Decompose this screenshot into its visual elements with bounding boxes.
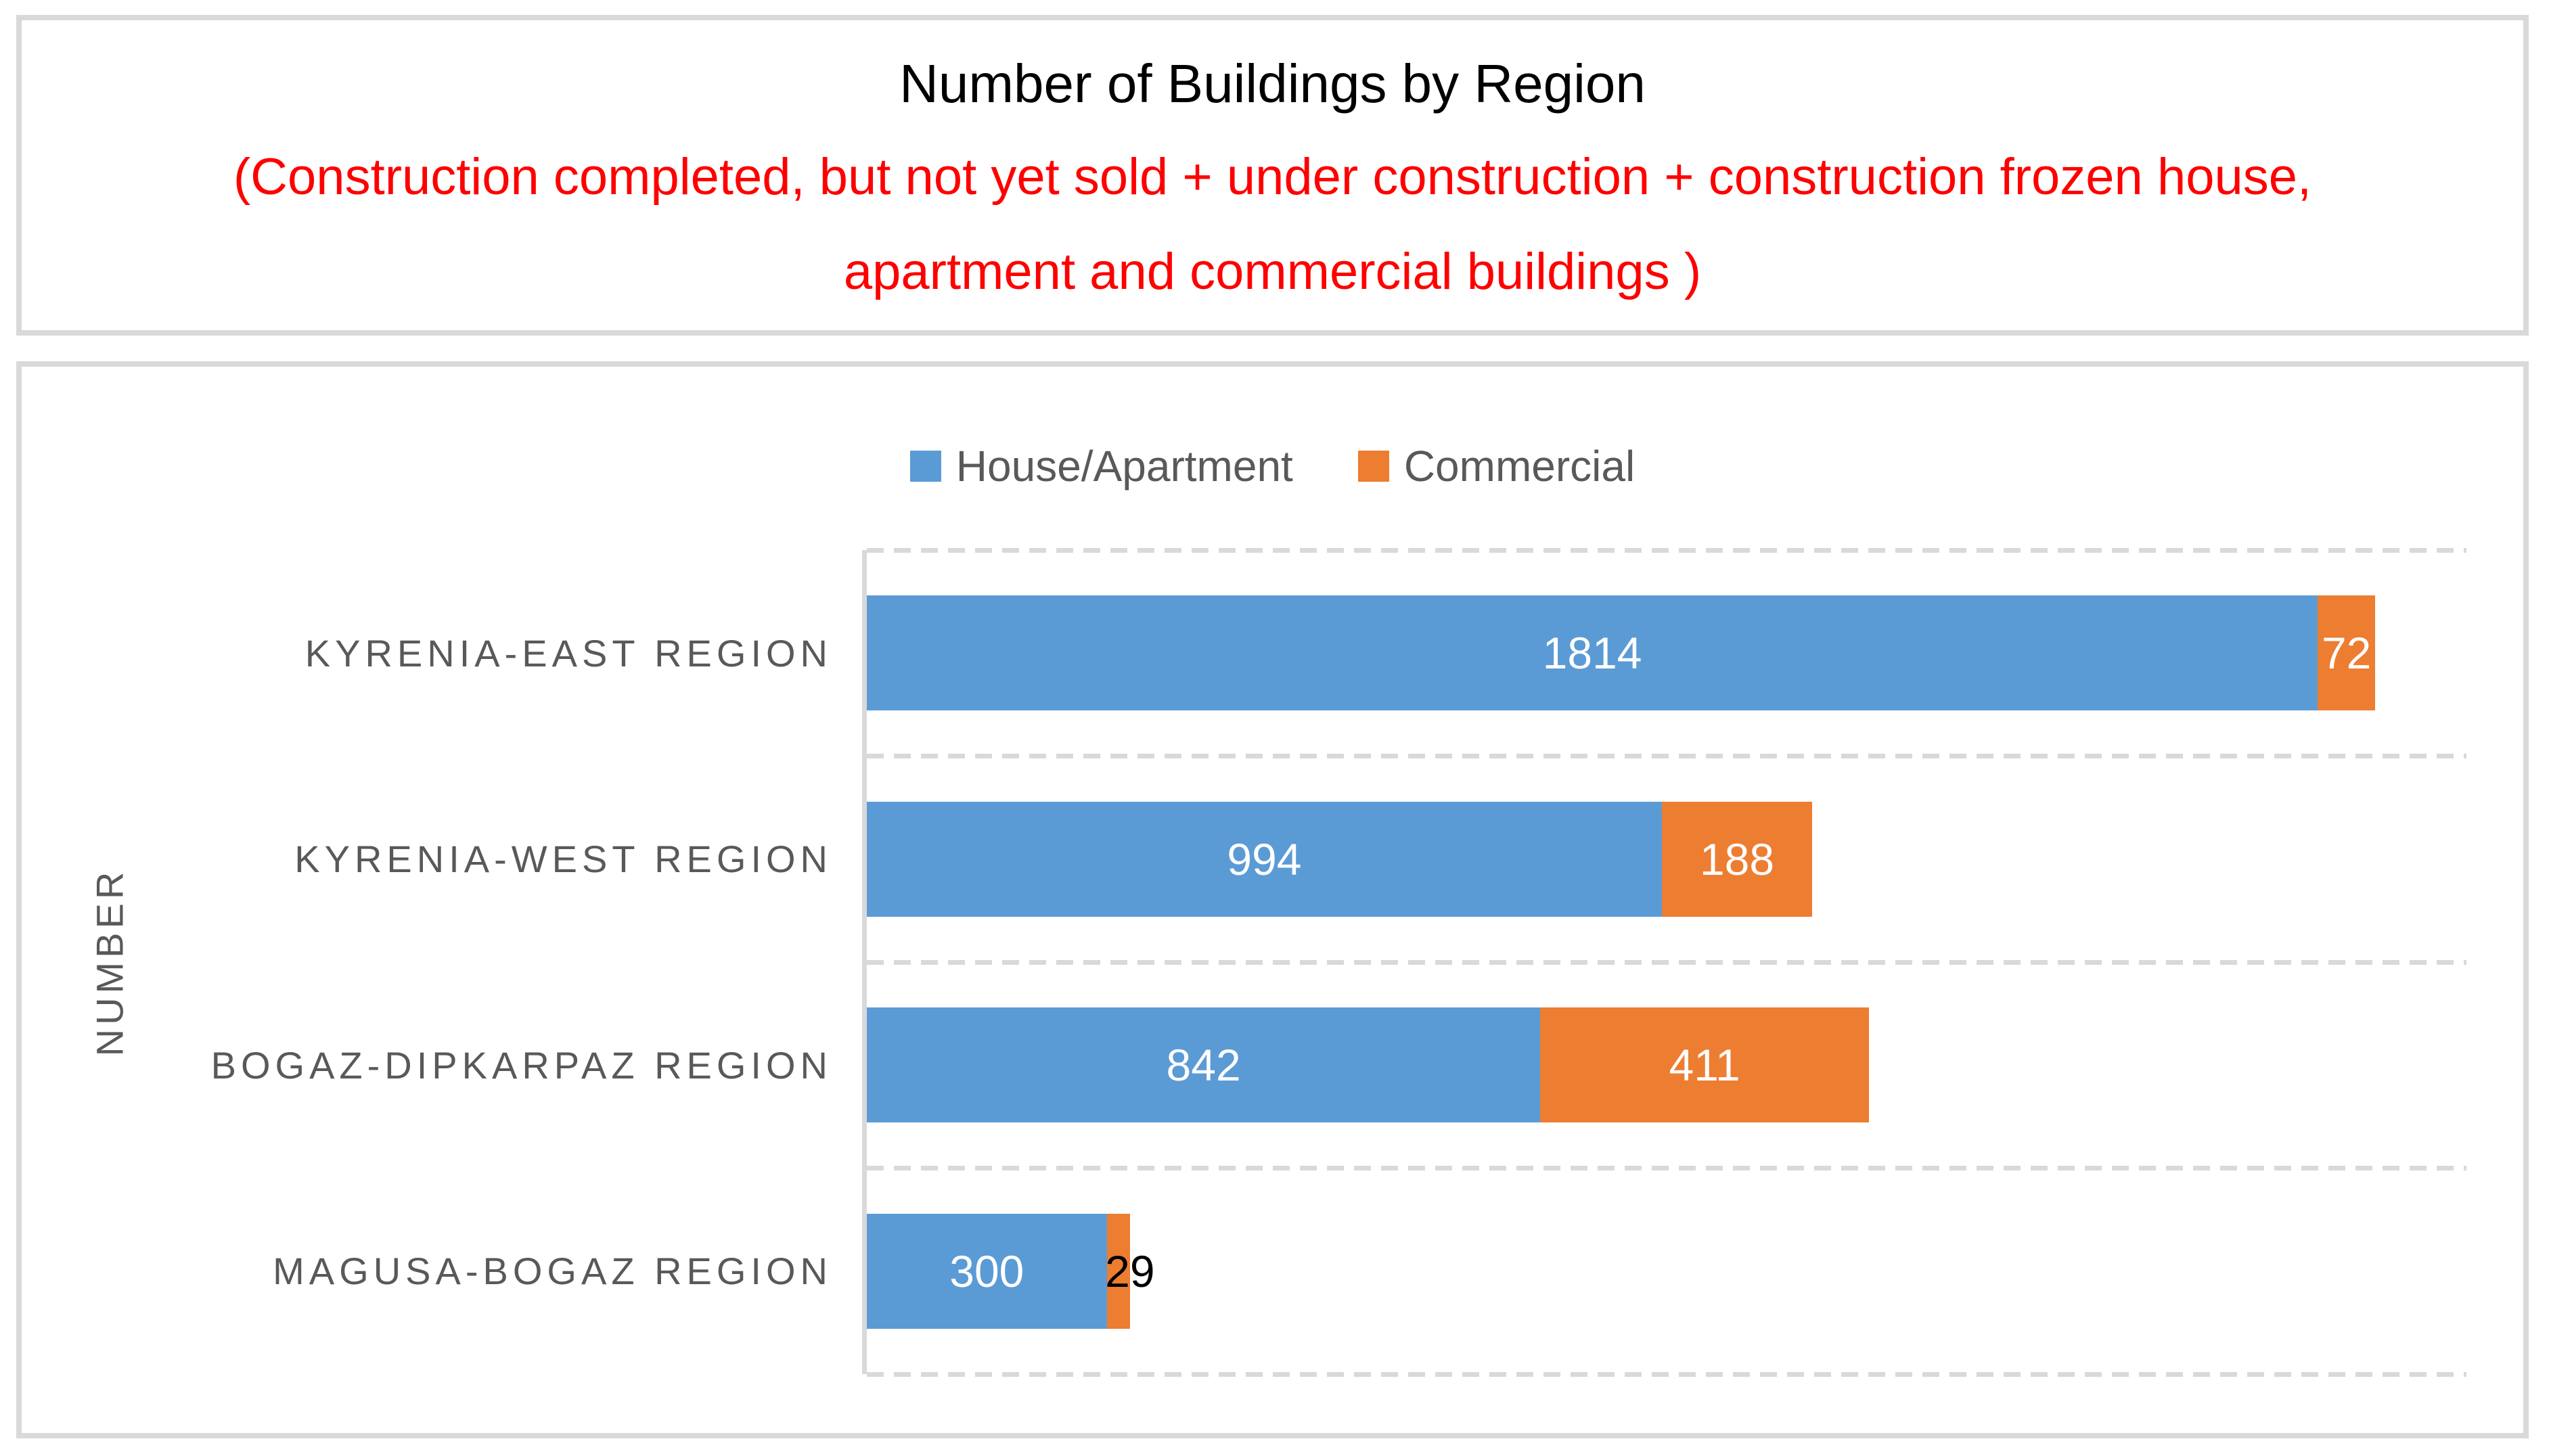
legend-label-commercial: Commercial — [1403, 442, 1636, 491]
bar-segment-commercial: 29 — [1105, 1213, 1155, 1329]
gridline — [867, 754, 2466, 758]
subtitle-line-2: apartment and commercial buildings ) — [843, 243, 1702, 300]
bar-segment-commercial: 188 — [1661, 801, 1813, 917]
bar-row-2: 994 188 — [867, 801, 1813, 917]
plot-area: 1814 72 994 188 842 411 300 29 — [867, 547, 2466, 1377]
category-label-4: MAGUSA-BOGAZ REGION — [273, 1250, 832, 1293]
bar-segment-house-apartment: 300 — [867, 1213, 1107, 1329]
bar-segment-house-apartment: 1814 — [867, 595, 2318, 711]
gridline — [867, 547, 2466, 553]
bar-value-label: 188 — [1699, 834, 1775, 884]
bar-row-1: 1814 72 — [867, 595, 2376, 711]
gridline — [867, 959, 2466, 965]
bar-value-label: 411 — [1669, 1040, 1740, 1091]
legend-swatch-commercial — [1357, 451, 1389, 482]
bar-value-label: 72 — [2321, 628, 2372, 679]
legend-item-commercial: Commercial — [1357, 441, 1636, 491]
legend-item-house-apartment: House/Apartment — [909, 441, 1293, 491]
bar-segment-house-apartment: 994 — [867, 801, 1662, 917]
bar-value-label: 994 — [1227, 834, 1302, 884]
bar-value-label: 1814 — [1542, 628, 1642, 679]
bar-row-4: 300 29 — [867, 1213, 1155, 1329]
bar-value-label: 300 — [949, 1246, 1024, 1296]
legend: House/Apartment Commercial — [22, 441, 2523, 491]
bar-value-label: 29 — [1105, 1246, 1155, 1296]
bar-segment-commercial: 72 — [2318, 595, 2376, 711]
chart-subtitle: (Construction completed, but not yet sol… — [22, 130, 2523, 319]
chart-title: Number of Buildings by Region — [899, 53, 1646, 114]
bar-segment-house-apartment: 842 — [867, 1007, 1541, 1123]
gridline — [867, 1166, 2466, 1170]
category-label-1: KYRENIA-EAST REGION — [304, 631, 832, 675]
category-label-3: BOGAZ-DIPKARPAZ REGION — [210, 1043, 832, 1087]
chart-box: House/Apartment Commercial NUMBER KYRENI… — [16, 361, 2529, 1438]
category-axis-labels: KYRENIA-EAST REGION KYRENIA-WEST REGION BO… — [122, 550, 832, 1374]
bar-value-label: 842 — [1166, 1040, 1241, 1091]
legend-label-house-apartment: House/Apartment — [955, 442, 1293, 491]
subtitle-line-1: (Construction completed, but not yet sol… — [233, 148, 2312, 206]
title-box: Number of Buildings by Region (Construct… — [16, 15, 2529, 336]
legend-swatch-house-apartment — [909, 451, 941, 482]
category-axis-line — [862, 550, 867, 1374]
gridline — [867, 1371, 2466, 1377]
bar-segment-commercial: 411 — [1540, 1007, 1870, 1123]
bar-row-3: 842 411 — [867, 1007, 1870, 1123]
category-label-2: KYRENIA-WEST REGION — [294, 838, 832, 881]
